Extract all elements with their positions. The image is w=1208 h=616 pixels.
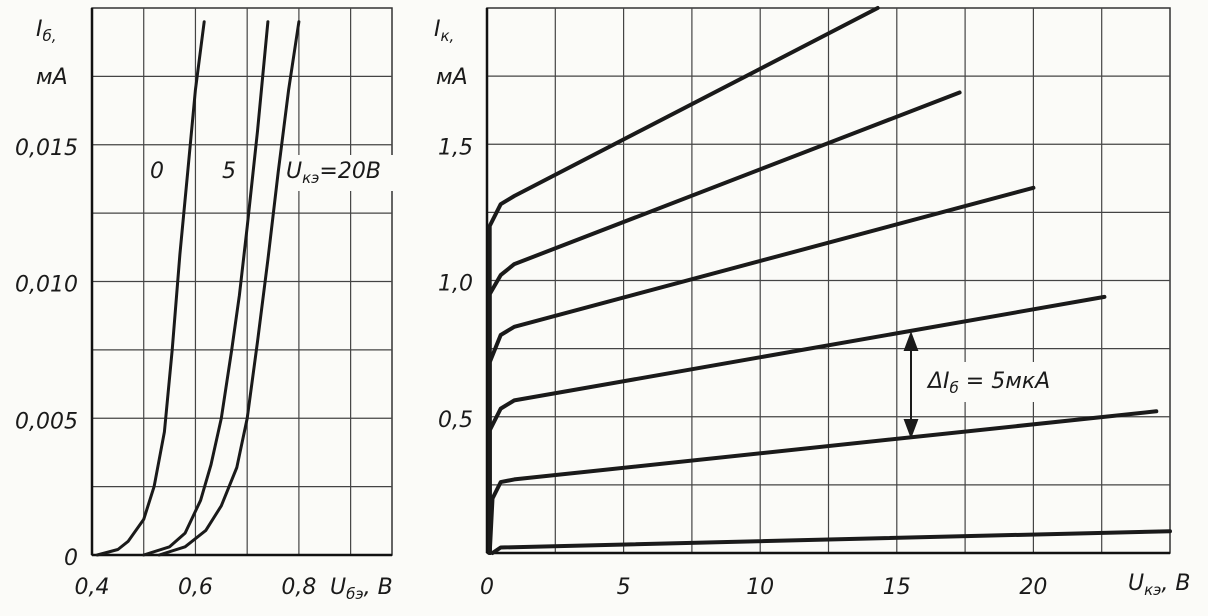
x-tick-label: 15 bbox=[883, 575, 911, 600]
y-tick-label: 0,005 bbox=[15, 409, 78, 434]
text-layer: Iб, мА Uбэ, В 0 5 Uкэ=20В Iк, мА Uкэ, В … bbox=[15, 17, 1190, 603]
curve bbox=[142, 20, 270, 557]
curve bbox=[157, 20, 301, 557]
subscript: к, bbox=[441, 27, 455, 45]
curve bbox=[490, 529, 1172, 555]
x-axis-label: Uбэ, В bbox=[330, 575, 393, 603]
curve bbox=[95, 20, 206, 557]
symbol: I bbox=[36, 17, 43, 42]
y-tick-label: 0,015 bbox=[15, 136, 78, 161]
x-tick-label: 0,8 bbox=[281, 575, 316, 600]
x-tick-label: 0,6 bbox=[178, 575, 213, 600]
symbol: I bbox=[434, 17, 441, 42]
lines-layer bbox=[95, 6, 1172, 557]
unit: , В bbox=[364, 575, 393, 600]
label-backdrop bbox=[922, 362, 1090, 402]
subscript: б, bbox=[43, 27, 57, 45]
x-axis-label: Uкэ, В bbox=[1128, 571, 1191, 599]
curve-label: 5 bbox=[222, 159, 236, 184]
subscript: бэ bbox=[346, 585, 363, 603]
symbol: U bbox=[330, 575, 346, 600]
text: = 5мкА bbox=[959, 369, 1050, 394]
curve-label: 0 bbox=[150, 159, 164, 184]
y-tick-label: 0,010 bbox=[15, 273, 78, 298]
y-axis-label: Iк, bbox=[434, 17, 454, 45]
subscript: кэ bbox=[1144, 581, 1161, 599]
label-backdrop bbox=[280, 155, 396, 191]
x-tick-label: 0,4 bbox=[75, 575, 110, 600]
x-tick-label: 5 bbox=[617, 575, 631, 600]
symbol: ΔI bbox=[926, 369, 950, 394]
y-tick-label: 0 bbox=[64, 546, 78, 571]
text: =20В bbox=[319, 159, 381, 184]
x-tick-label: 20 bbox=[1019, 575, 1047, 600]
subscript: б bbox=[950, 379, 959, 397]
delta-arrow bbox=[903, 331, 919, 439]
curve bbox=[487, 6, 880, 555]
symbol: U bbox=[286, 159, 302, 184]
y-tick-label: 1,5 bbox=[438, 135, 473, 160]
subscript: кэ bbox=[302, 169, 319, 187]
arrow-head bbox=[903, 419, 919, 439]
x-tick-label: 0 bbox=[480, 575, 494, 600]
y-axis-label: Iб, bbox=[36, 17, 57, 45]
symbol: U bbox=[1128, 571, 1144, 596]
curve-label: Uкэ=20В bbox=[286, 159, 381, 187]
y-tick-label: 0,5 bbox=[438, 408, 473, 433]
delta-label: ΔIб = 5мкА bbox=[926, 369, 1050, 397]
y-axis-unit: мА bbox=[36, 65, 68, 90]
arrow-head bbox=[903, 331, 919, 351]
y-axis-unit: мА bbox=[436, 65, 468, 90]
x-tick-label: 10 bbox=[746, 575, 774, 600]
unit: , В bbox=[1161, 571, 1190, 596]
y-tick-label: 1,0 bbox=[438, 272, 473, 297]
